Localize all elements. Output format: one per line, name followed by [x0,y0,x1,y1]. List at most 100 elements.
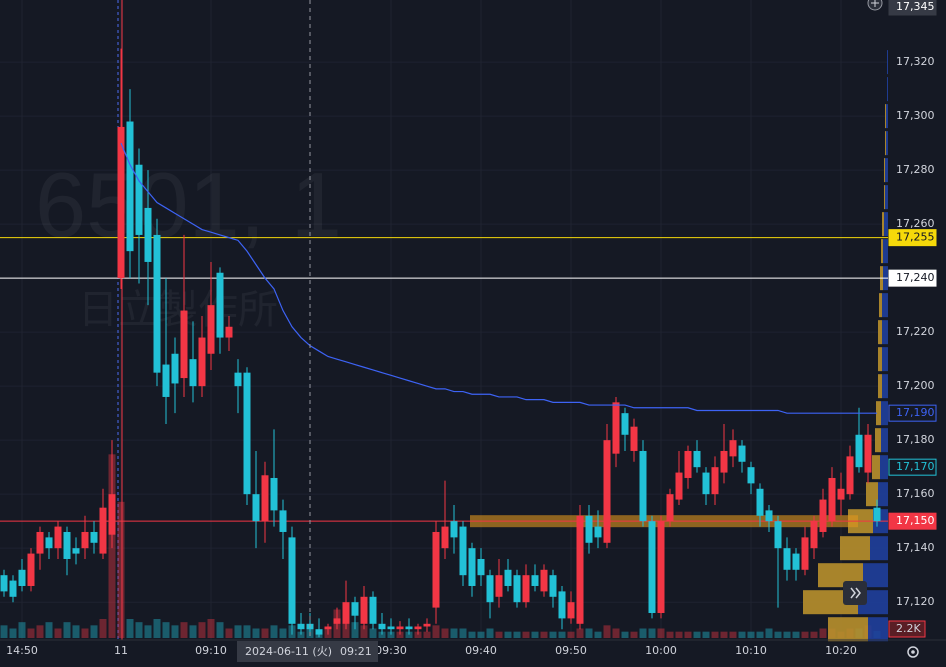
candle-body [468,548,476,586]
profile-sell [885,158,888,183]
settings-icon [911,650,915,654]
volume-bar [387,631,395,638]
candle-body [72,548,80,554]
volume-bar [351,622,359,638]
candle-body [594,526,602,538]
candle-body [585,515,593,543]
candle-body [333,618,341,624]
candle-body [693,450,701,468]
volume-bar [63,622,71,638]
volume-bar [675,631,683,638]
price-axis [888,0,946,640]
candle-body [837,488,845,500]
candle-body [747,467,755,484]
volume-bar [81,628,89,638]
candle-body [828,477,836,522]
candle-body [387,626,395,630]
volume-label: 2.2K [896,622,921,635]
candle-body [261,475,269,522]
profile-sell [870,536,888,561]
candle-body [225,326,233,338]
volume-bar [621,631,629,638]
volume-bar [540,631,548,638]
volume-bar [252,628,260,638]
volume-bar [486,628,494,638]
candle-body [405,626,413,630]
profile-sell [863,563,888,588]
candle-body [549,575,557,597]
volume-bar [513,631,521,638]
candle-body [432,531,440,608]
candle-body [216,272,224,338]
volume-bar [810,631,818,638]
candle-body [324,626,332,630]
profile-buy [879,293,882,318]
candle-body [504,569,512,586]
volume-bar [603,625,611,638]
volume-bar [90,625,98,638]
profile-sell [886,104,888,129]
volume-bar [216,622,224,638]
y-tick-label: 17,320 [896,55,935,68]
y-tick-label: 17,260 [896,217,935,230]
candle-body [0,575,8,592]
x-tick-label: 14:50 [6,644,38,657]
candle-body [108,494,116,535]
profile-sell [887,77,888,102]
y-tick-label: 17,300 [896,109,935,122]
profile-buy [881,239,883,264]
candle-body [288,537,296,624]
volume-bar [567,631,575,638]
settings-button[interactable] [907,646,919,658]
price-label: 17,190 [896,406,935,419]
candle-body [855,434,863,468]
volume-bar [441,628,449,638]
volume-bar [378,631,386,638]
profile-sell [882,293,888,318]
candle-body [612,402,620,454]
price-label: 17,255 [896,231,935,244]
y-tick-label: 17,220 [896,325,935,338]
profile-buy [872,455,880,480]
price-label-box [888,229,937,247]
candle-body [756,488,764,516]
volume-bar [468,631,476,638]
volume-bar [765,628,773,638]
y-tick-label: 17,140 [896,541,935,554]
volume-bar [639,628,647,638]
profile-sell [880,455,888,480]
candle-body [522,575,530,603]
volume-bar [594,631,602,638]
plot [0,0,888,642]
volume-bar [54,628,62,638]
volume-bar [198,622,206,638]
profile-sell [868,617,888,642]
x-tick-label: 10:10 [735,644,767,657]
y-tick-label: 17,200 [896,379,935,392]
candle-body [702,472,710,495]
volume-bar [459,628,467,638]
profile-sell [887,50,888,75]
volume-bar [171,625,179,638]
candle-body [126,121,134,252]
candle-body [567,602,575,619]
volume-bar [297,631,305,638]
y-tick-label: 17,280 [896,163,935,176]
candle-body [774,521,782,549]
volume-bar [576,628,584,638]
add-icon [871,0,879,7]
x-tick-label: 10:20 [825,644,857,657]
profile-buy [884,185,885,210]
candle-body [846,456,854,495]
price-label-box [888,269,937,287]
volume-bar [531,631,539,638]
volume-bar [792,631,800,638]
candle-body [630,426,638,451]
candle-body [783,548,791,570]
candle-body [441,526,449,549]
volume-bar [261,628,269,638]
candle-body [360,596,368,624]
candle-body [666,494,674,522]
price-label-box [888,458,937,476]
profile-buy [840,536,870,561]
